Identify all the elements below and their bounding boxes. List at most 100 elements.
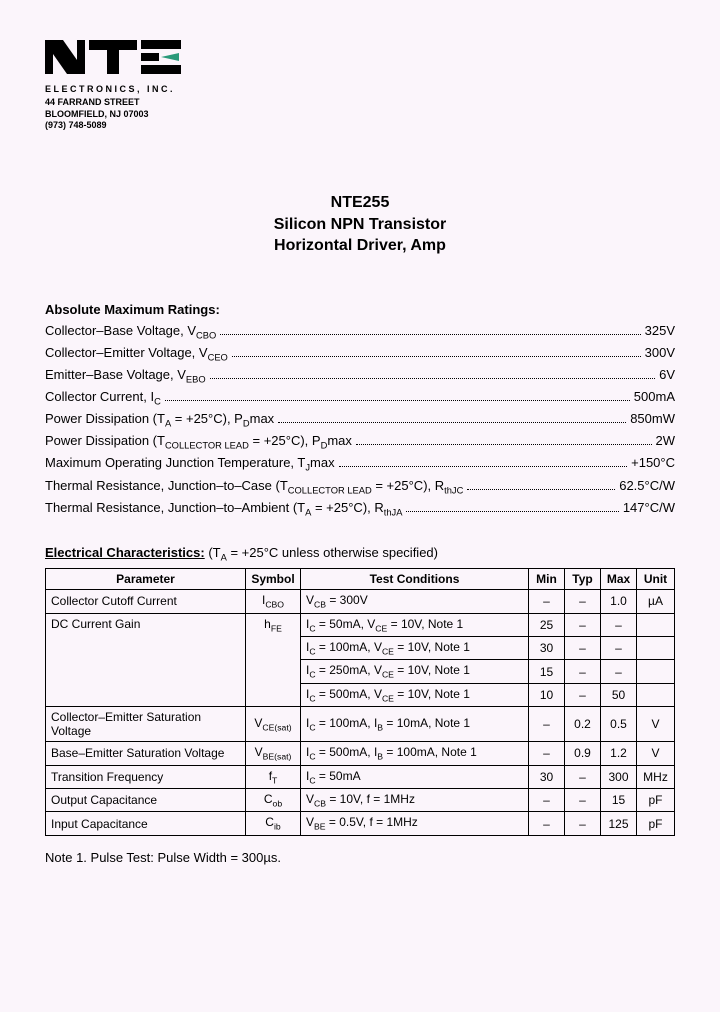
table-header: Parameter bbox=[46, 569, 246, 590]
cell-typ: – bbox=[565, 789, 601, 812]
cell-min: – bbox=[529, 742, 565, 765]
dotted-leader bbox=[220, 334, 640, 335]
rating-label: Thermal Resistance, Junction–to–Ambient … bbox=[45, 498, 402, 520]
rating-value: 6V bbox=[659, 365, 675, 385]
cell-unit bbox=[637, 637, 675, 660]
rating-row: Collector Current, IC 500mA bbox=[45, 387, 675, 409]
part-number: NTE255 bbox=[45, 192, 675, 214]
cell-conditions: IC = 250mA, VCE = 10V, Note 1 bbox=[301, 660, 529, 683]
cell-min: – bbox=[529, 812, 565, 835]
table-row: Collector–Emitter Saturation VoltageVCE(… bbox=[46, 707, 675, 742]
cell-conditions: IC = 50mA, VCE = 10V, Note 1 bbox=[301, 613, 529, 636]
cell-typ: – bbox=[565, 812, 601, 835]
cell-min: – bbox=[529, 590, 565, 613]
cell-unit: MHz bbox=[637, 765, 675, 788]
cell-typ: – bbox=[565, 765, 601, 788]
cell-typ: – bbox=[565, 683, 601, 706]
cell-parameter: DC Current Gain bbox=[46, 613, 246, 707]
rating-row: Collector–Emitter Voltage, VCEO 300V bbox=[45, 343, 675, 365]
cell-conditions: IC = 100mA, IB = 10mA, Note 1 bbox=[301, 707, 529, 742]
cell-conditions: IC = 50mA bbox=[301, 765, 529, 788]
cell-typ: – bbox=[565, 637, 601, 660]
rating-row: Power Dissipation (TA = +25°C), PDmax850… bbox=[45, 409, 675, 431]
rating-row: Power Dissipation (TCOLLECTOR LEAD = +25… bbox=[45, 431, 675, 453]
absolute-maximum-ratings: Absolute Maximum Ratings: Collector–Base… bbox=[45, 302, 675, 520]
cell-max: 1.2 bbox=[601, 742, 637, 765]
header-logo-block: ELECTRONICS, INC. 44 FARRAND STREET BLOO… bbox=[45, 40, 675, 132]
characteristics-condition: (TA = +25°C unless otherwise specified) bbox=[208, 545, 438, 560]
cell-conditions: IC = 500mA, VCE = 10V, Note 1 bbox=[301, 683, 529, 706]
company-address: 44 FARRAND STREET BLOOMFIELD, NJ 07003 (… bbox=[45, 97, 675, 132]
nte-logo bbox=[45, 40, 185, 82]
cell-parameter: Collector Cutoff Current bbox=[46, 590, 246, 613]
cell-unit: V bbox=[637, 707, 675, 742]
table-header: Test Conditions bbox=[301, 569, 529, 590]
rating-row: Thermal Resistance, Junction–to–Ambient … bbox=[45, 498, 675, 520]
cell-max: 125 bbox=[601, 812, 637, 835]
cell-max: 15 bbox=[601, 789, 637, 812]
cell-symbol: VCE(sat) bbox=[246, 707, 301, 742]
part-description: Horizontal Driver, Amp bbox=[45, 235, 675, 257]
table-row: Input CapacitanceCibVBE = 0.5V, f = 1MHz… bbox=[46, 812, 675, 835]
table-header: Typ bbox=[565, 569, 601, 590]
cell-unit: V bbox=[637, 742, 675, 765]
cell-max: 1.0 bbox=[601, 590, 637, 613]
cell-typ: – bbox=[565, 660, 601, 683]
cell-max: – bbox=[601, 613, 637, 636]
cell-max: – bbox=[601, 637, 637, 660]
characteristics-table: ParameterSymbolTest ConditionsMinTypMaxU… bbox=[45, 568, 675, 836]
rating-label: Emitter–Base Voltage, VEBO bbox=[45, 365, 206, 387]
cell-min: – bbox=[529, 707, 565, 742]
cell-max: – bbox=[601, 660, 637, 683]
address-street: 44 FARRAND STREET bbox=[45, 97, 675, 109]
cell-symbol: ICBO bbox=[246, 590, 301, 613]
address-phone: (973) 748-5089 bbox=[45, 120, 675, 132]
cell-min: 10 bbox=[529, 683, 565, 706]
characteristics-heading-line: Electrical Characteristics: (TA = +25°C … bbox=[45, 545, 675, 563]
address-city: BLOOMFIELD, NJ 07003 bbox=[45, 109, 675, 121]
cell-parameter: Collector–Emitter Saturation Voltage bbox=[46, 707, 246, 742]
cell-max: 50 bbox=[601, 683, 637, 706]
company-name: ELECTRONICS, INC. bbox=[45, 84, 675, 94]
rating-row: Collector–Base Voltage, VCBO325V bbox=[45, 321, 675, 343]
cell-conditions: VBE = 0.5V, f = 1MHz bbox=[301, 812, 529, 835]
cell-min: 15 bbox=[529, 660, 565, 683]
rating-row: Thermal Resistance, Junction–to–Case (TC… bbox=[45, 476, 675, 498]
dotted-leader bbox=[339, 466, 628, 467]
table-header: Min bbox=[529, 569, 565, 590]
dotted-leader bbox=[356, 444, 652, 445]
dotted-leader bbox=[467, 489, 615, 490]
rating-label: Thermal Resistance, Junction–to–Case (TC… bbox=[45, 476, 463, 498]
table-row: DC Current GainhFEIC = 50mA, VCE = 10V, … bbox=[46, 613, 675, 636]
cell-unit bbox=[637, 660, 675, 683]
rating-value: 62.5°C/W bbox=[619, 476, 675, 496]
rating-label: Collector Current, IC bbox=[45, 387, 161, 409]
cell-typ: – bbox=[565, 613, 601, 636]
ratings-heading: Absolute Maximum Ratings: bbox=[45, 302, 675, 317]
cell-unit bbox=[637, 613, 675, 636]
cell-parameter: Output Capacitance bbox=[46, 789, 246, 812]
cell-parameter: Transition Frequency bbox=[46, 765, 246, 788]
rating-value: 300V bbox=[645, 343, 675, 363]
table-header: Unit bbox=[637, 569, 675, 590]
cell-parameter: Input Capacitance bbox=[46, 812, 246, 835]
dotted-leader bbox=[210, 378, 655, 379]
cell-symbol: VBE(sat) bbox=[246, 742, 301, 765]
table-row: Base–Emitter Saturation VoltageVBE(sat)I… bbox=[46, 742, 675, 765]
cell-unit: µA bbox=[637, 590, 675, 613]
cell-min: – bbox=[529, 789, 565, 812]
cell-conditions: VCB = 10V, f = 1MHz bbox=[301, 789, 529, 812]
characteristics-heading: Electrical Characteristics: bbox=[45, 545, 205, 560]
table-header: Symbol bbox=[246, 569, 301, 590]
note-1: Note 1. Pulse Test: Pulse Width = 300µs. bbox=[45, 850, 675, 865]
cell-typ: 0.9 bbox=[565, 742, 601, 765]
rating-value: 500mA bbox=[634, 387, 675, 407]
cell-conditions: VCB = 300V bbox=[301, 590, 529, 613]
rating-label: Power Dissipation (TCOLLECTOR LEAD = +25… bbox=[45, 431, 352, 453]
dotted-leader bbox=[278, 422, 626, 423]
rating-row: Emitter–Base Voltage, VEBO 6V bbox=[45, 365, 675, 387]
cell-typ: 0.2 bbox=[565, 707, 601, 742]
rating-label: Collector–Emitter Voltage, VCEO bbox=[45, 343, 228, 365]
dotted-leader bbox=[165, 400, 630, 401]
cell-symbol: Cob bbox=[246, 789, 301, 812]
